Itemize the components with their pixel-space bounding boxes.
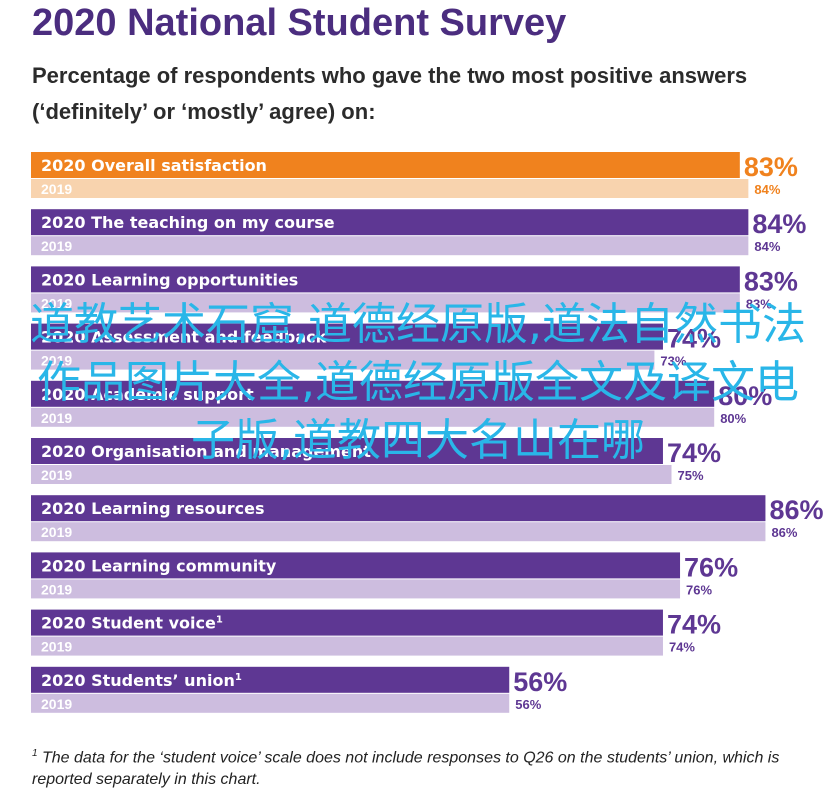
series-label-2019: 2019 [41, 639, 72, 655]
bar-2019 [31, 236, 749, 256]
bar-2019 [31, 579, 681, 599]
chart-subtitle: Percentage of respondents who gave the t… [32, 63, 748, 124]
category-label-2020: 2020 Learning opportunities [41, 270, 298, 289]
value-label-2019: 75% [678, 468, 704, 483]
value-label-2020: 84% [752, 209, 806, 239]
bar-2020 [31, 209, 749, 236]
bar-2020 [31, 552, 681, 579]
bar-2019 [31, 407, 715, 427]
value-label-2020: 83% [744, 152, 798, 182]
bar-2020 [31, 323, 663, 350]
value-label-2019: 73% [660, 354, 686, 369]
series-label-2019: 2019 [41, 353, 72, 369]
series-label-2019: 2019 [41, 295, 72, 311]
footnote-marker-sup: 1 [216, 615, 223, 626]
bar-2020 [31, 380, 715, 407]
series-label-2019: 2019 [41, 467, 72, 483]
value-label-2019: 84% [754, 182, 780, 197]
bar-2020 [31, 609, 663, 636]
value-label-2019: 84% [754, 239, 780, 254]
value-label-2020: 86% [769, 495, 823, 525]
category-label-2020: 2020 Assessment and feedback [41, 328, 327, 347]
series-label-2019: 2019 [41, 238, 72, 254]
value-label-2020: 76% [684, 552, 738, 582]
category-label-2020: 2020 The teaching on my course [41, 213, 335, 232]
value-label-2020: 74% [667, 438, 721, 468]
bar-2020 [31, 152, 740, 178]
bar-2019 [31, 293, 740, 313]
bar-2020 [31, 666, 510, 693]
bar-2020 [31, 266, 740, 293]
value-label-2020: 56% [513, 667, 567, 697]
bar-2019 [31, 350, 655, 370]
series-label-2019: 2019 [41, 181, 72, 197]
footnote-marker-sup: 1 [235, 672, 242, 683]
value-label-2019: 74% [669, 640, 695, 655]
chart-title: 2020 National Student Survey [32, 2, 567, 44]
bar-2019 [31, 693, 510, 713]
value-label-2019: 86% [771, 525, 797, 540]
bar-2019 [31, 522, 766, 542]
bar-2019 [31, 179, 749, 198]
category-label-2020: 2020 Overall satisfaction [41, 156, 267, 175]
category-label-2020: 2020 Academic support [41, 385, 254, 404]
category-label-2020: 2020 Organisation and management [41, 442, 371, 461]
category-label-2020: 2020 Students’ union1 [41, 671, 242, 690]
value-label-2020: 74% [667, 610, 721, 640]
bar-2020 [31, 438, 663, 464]
series-label-2019: 2019 [41, 581, 72, 597]
value-label-2019: 56% [515, 697, 541, 712]
footnote-text: The data for the ‘student voice’ scale d… [32, 749, 780, 789]
category-label-2020: 2020 Learning community [41, 556, 277, 575]
footnote-marker: 1 [32, 748, 38, 759]
bar-2020 [31, 495, 766, 522]
value-label-2019: 80% [720, 411, 746, 426]
value-label-2020: 74% [667, 324, 721, 354]
series-label-2019: 2019 [41, 524, 72, 540]
value-label-2019: 76% [686, 582, 712, 597]
category-label-2020: 2020 Student voice1 [41, 614, 223, 633]
bar-2019 [31, 465, 672, 484]
value-label-2019: 83% [746, 296, 772, 311]
value-label-2020: 80% [718, 381, 772, 411]
series-label-2019: 2019 [41, 696, 72, 712]
series-label-2019: 2019 [41, 410, 72, 426]
value-label-2020: 83% [744, 266, 798, 296]
bar-2019 [31, 636, 663, 656]
footnote: 1 The data for the ‘student voice’ scale… [32, 743, 812, 791]
category-label-2020: 2020 Learning resources [41, 499, 265, 518]
bar-chart: 2020 Overall satisfaction201983%84%2020 … [31, 152, 823, 713]
